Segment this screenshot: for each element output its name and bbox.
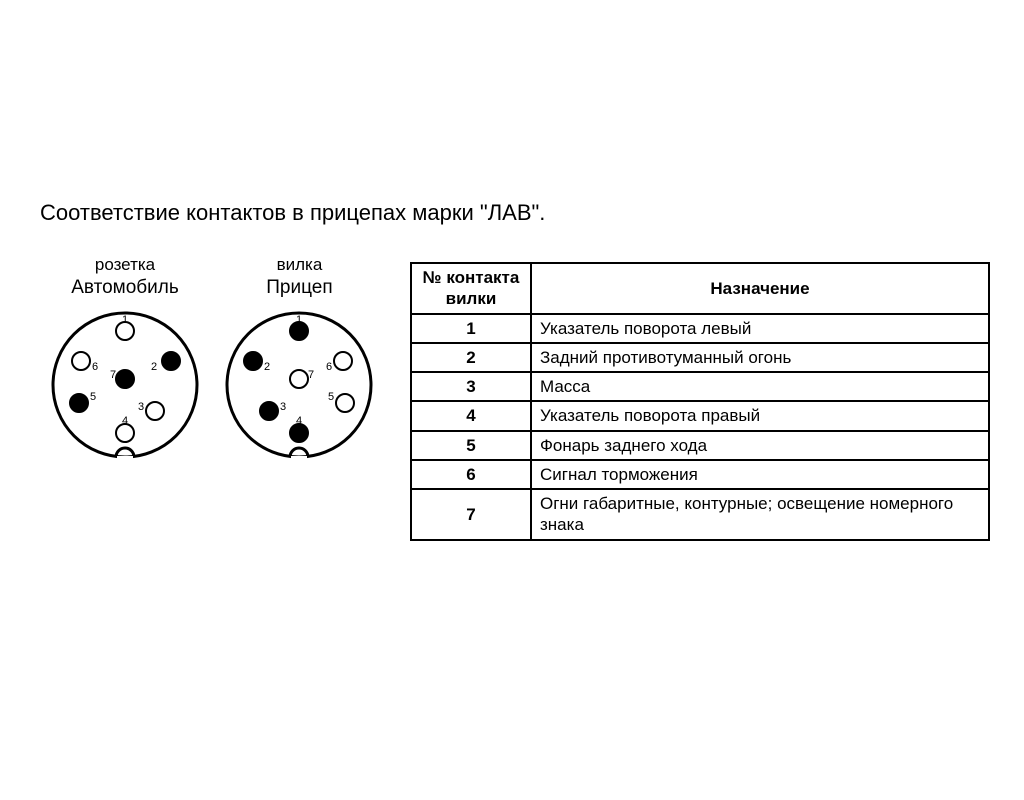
plug-sub-label: Прицеп <box>214 277 384 299</box>
pin-circle <box>116 370 134 388</box>
plug-diagram: вилка Прицеп 1 2 34 5 67 <box>214 255 384 470</box>
pin-circle <box>162 352 180 370</box>
socket-sub-label: Автомобиль <box>40 277 210 299</box>
pin-label: 5 <box>328 391 334 403</box>
cell-pin-number: 5 <box>411 431 531 460</box>
plug-top-label: вилка <box>214 255 384 275</box>
cell-function: Огни габаритные, контурные; освещение но… <box>531 489 989 540</box>
cell-function: Фонарь заднего хода <box>531 431 989 460</box>
pin-label: 3 <box>280 401 286 413</box>
pin-label: 6 <box>92 361 98 373</box>
pin-circle <box>260 402 278 420</box>
th-pin-number: № контакта вилки <box>411 263 531 314</box>
pin-circle <box>146 402 164 420</box>
socket-top-label: розетка <box>40 255 210 275</box>
pin-label: 6 <box>326 361 332 373</box>
cell-pin-number: 4 <box>411 401 531 430</box>
pin-circle <box>72 352 90 370</box>
pin-label: 4 <box>296 415 302 427</box>
th-function: Назначение <box>531 263 989 314</box>
socket-svg: 1 2 34 5 67 <box>45 305 205 470</box>
table-row: 3Масса <box>411 372 989 401</box>
cell-function: Задний противотуманный огонь <box>531 343 989 372</box>
plug-svg: 1 2 34 5 67 <box>219 305 379 470</box>
table-row: 4Указатель поворота правый <box>411 401 989 430</box>
pin-label: 2 <box>151 361 157 373</box>
pin-label: 7 <box>110 369 116 381</box>
pin-circle <box>334 352 352 370</box>
cell-function: Указатель поворота правый <box>531 401 989 430</box>
cell-function: Сигнал торможения <box>531 460 989 489</box>
cell-pin-number: 1 <box>411 314 531 343</box>
page-title: Соответствие контактов в прицепах марки … <box>40 200 545 226</box>
pin-circle <box>244 352 262 370</box>
cell-pin-number: 7 <box>411 489 531 540</box>
table-row: 5Фонарь заднего хода <box>411 431 989 460</box>
socket-diagram: розетка Автомобиль 1 2 34 5 67 <box>40 255 210 470</box>
pin-label: 1 <box>296 314 302 326</box>
pin-circle <box>336 394 354 412</box>
pin-label: 3 <box>138 401 144 413</box>
cell-pin-number: 6 <box>411 460 531 489</box>
pin-label: 1 <box>122 314 128 326</box>
pin-label: 2 <box>264 361 270 373</box>
pin-circle <box>290 370 308 388</box>
pin-label: 4 <box>122 415 128 427</box>
table-row: 7Огни габаритные, контурные; освещение н… <box>411 489 989 540</box>
cell-pin-number: 3 <box>411 372 531 401</box>
table-row: 6Сигнал торможения <box>411 460 989 489</box>
cell-pin-number: 2 <box>411 343 531 372</box>
cell-function: Масса <box>531 372 989 401</box>
cell-function: Указатель поворота левый <box>531 314 989 343</box>
page: Соответствие контактов в прицепах марки … <box>0 0 1024 800</box>
table: № контакта вилки Назначение 1Указатель п… <box>410 262 990 541</box>
pin-table: № контакта вилки Назначение 1Указатель п… <box>410 262 990 541</box>
table-row: 2Задний противотуманный огонь <box>411 343 989 372</box>
connector-diagrams: розетка Автомобиль 1234567 вилка Прицеп … <box>40 255 400 470</box>
table-row: 1Указатель поворота левый <box>411 314 989 343</box>
table-header-row: № контакта вилки Назначение <box>411 263 989 314</box>
pin-label: 7 <box>308 369 314 381</box>
pin-circle <box>70 394 88 412</box>
pin-label: 5 <box>90 391 96 403</box>
